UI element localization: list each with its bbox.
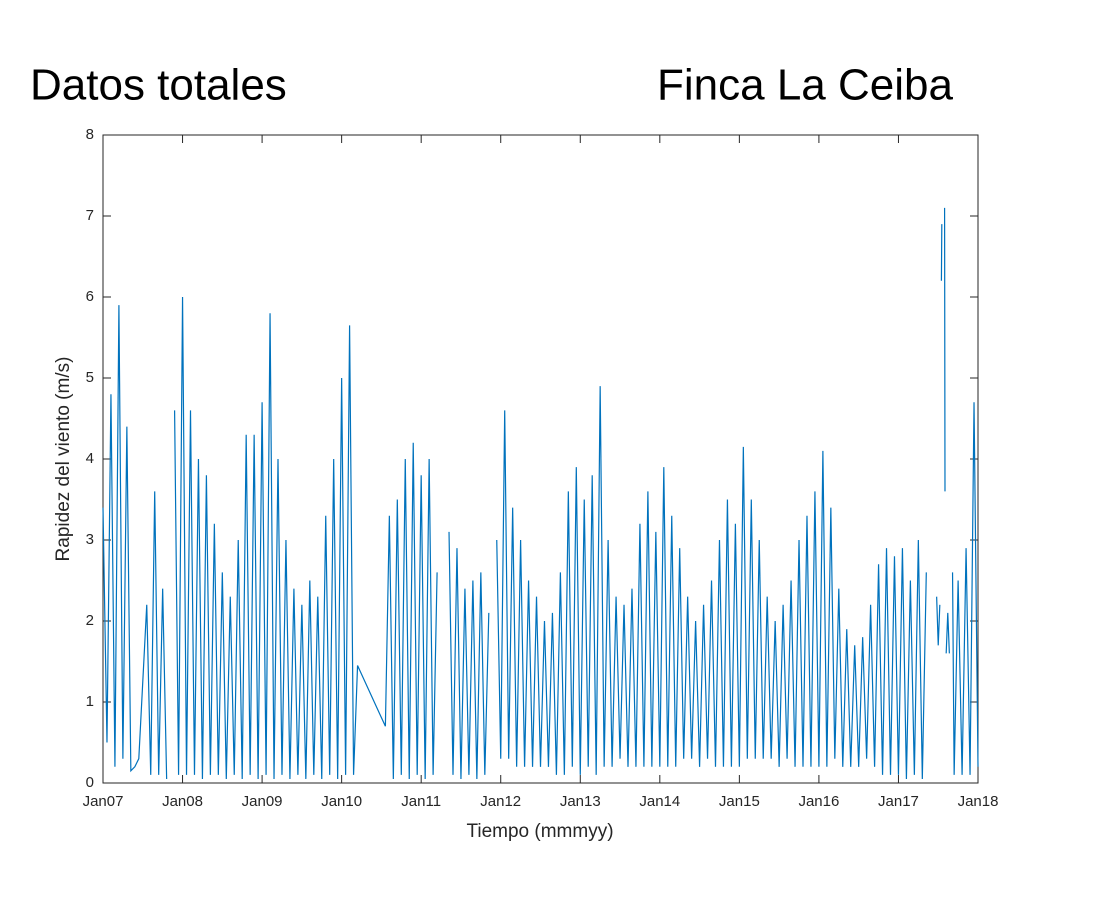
y-tick-label: 0 — [86, 774, 94, 791]
x-tick-label: Jan11 — [401, 793, 441, 810]
y-tick-label: 7 — [86, 207, 94, 224]
y-tick-label: 5 — [86, 369, 94, 386]
y-tick-label: 3 — [86, 531, 94, 548]
x-tick-label: Jan13 — [560, 793, 601, 810]
x-tick-label: Jan14 — [639, 793, 680, 810]
x-tick-label: Jan18 — [958, 793, 999, 810]
y-tick-label: 8 — [86, 126, 94, 143]
x-tick-label: Jan10 — [321, 793, 362, 810]
y-tick-label: 4 — [86, 450, 94, 467]
x-tick-label: Jan09 — [242, 793, 283, 810]
x-tick-label: Jan16 — [798, 793, 839, 810]
y-tick-label: 1 — [86, 693, 94, 710]
x-tick-label: Jan15 — [719, 793, 760, 810]
x-tick-label: Jan12 — [480, 793, 521, 810]
y-tick-label: 2 — [86, 612, 94, 629]
x-tick-label: Jan17 — [878, 793, 919, 810]
chart-title: Datos totales — [30, 61, 287, 110]
x-tick-label: Jan07 — [83, 793, 124, 810]
x-axis-label: Tiempo (mmmyy) — [466, 821, 613, 842]
x-tick-label: Jan08 — [162, 793, 203, 810]
data-line — [102, 207, 979, 779]
plot-frame — [102, 134, 979, 784]
chart-subtitle: Finca La Ceiba — [657, 61, 953, 110]
y-tick-label: 6 — [86, 288, 94, 305]
y-axis-label: Rapidez del viento (m/s) — [53, 357, 74, 562]
